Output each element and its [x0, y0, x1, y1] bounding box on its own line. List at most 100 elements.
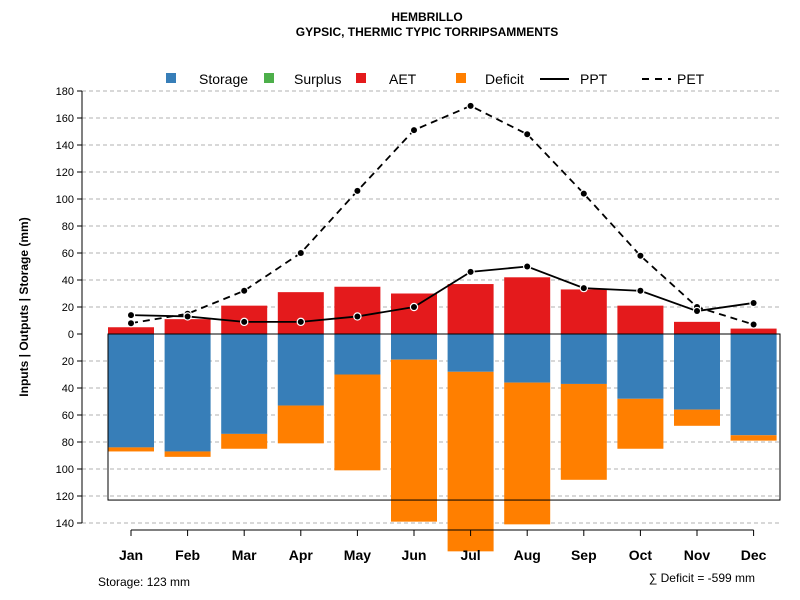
ppt-point: [750, 299, 757, 306]
bar-aet-sep: [560, 289, 607, 334]
lines: [126, 101, 758, 329]
pet-point: [750, 321, 757, 328]
y-tick-label: 80: [62, 437, 74, 449]
ppt-point: [524, 263, 531, 270]
y-tick-label: 40: [62, 383, 74, 395]
chart-subtitle: GYPSIC, THERMIC TYPIC TORRIPSAMMENTS: [296, 25, 558, 39]
y-tick-label: 20: [62, 302, 74, 314]
ppt-point: [128, 312, 134, 319]
ppt-point: [694, 308, 700, 315]
ppt-point: [580, 285, 587, 292]
bar-storage-jul: [447, 334, 494, 372]
month-label-sep: Sep: [571, 547, 597, 563]
month-label-feb: Feb: [175, 547, 200, 563]
y-tick-label: 60: [62, 248, 74, 260]
pet-point: [467, 102, 474, 109]
pet-point: [128, 320, 134, 327]
month-label-apr: Apr: [289, 547, 314, 563]
legend-swatch-aet: [356, 73, 366, 83]
bar-deficit-may: [334, 374, 381, 471]
month-label-dec: Dec: [741, 547, 767, 563]
storage-capacity-box: [107, 333, 781, 501]
y-tick-label: 40: [62, 275, 74, 287]
pet-point: [637, 252, 644, 259]
y-tick-label: 100: [56, 464, 74, 476]
pet-point: [354, 187, 361, 194]
bar-deficit-jun: [391, 359, 437, 522]
bar-aet-jul: [447, 284, 494, 334]
month-label-jun: Jun: [402, 547, 427, 563]
legend-label-pet: PET: [677, 71, 705, 87]
bar-storage-aug: [504, 334, 551, 383]
legend-label-aet: AET: [389, 71, 417, 87]
bar-storage-sep: [560, 334, 607, 384]
bar-aet-aug: [504, 277, 551, 334]
bar-storage-nov: [674, 334, 720, 410]
legend-swatch-deficit: [456, 73, 466, 83]
month-label-jan: Jan: [119, 547, 143, 563]
bar-deficit-apr: [277, 405, 324, 444]
bar-aet-jun: [391, 293, 437, 334]
bar-aet-may: [334, 286, 381, 334]
deficit-footnote: ∑ Deficit = -599 mm: [649, 571, 755, 585]
bar-deficit-oct: [617, 398, 664, 449]
y-tick-label: 0: [68, 329, 74, 341]
pet-line: [130, 104, 754, 326]
ppt-point: [297, 318, 304, 325]
legend-label-ppt: PPT: [580, 71, 608, 87]
bar-aet-jan: [108, 327, 154, 334]
pet-point: [411, 127, 417, 134]
y-tick-label: 80: [62, 221, 74, 233]
gridlines: [82, 90, 780, 524]
month-label-oct: Oct: [629, 547, 653, 563]
month-label-mar: Mar: [232, 547, 257, 563]
chart-title: HEMBRILLO: [391, 10, 462, 24]
bar-aet-dec: [730, 328, 777, 334]
ppt-point: [467, 268, 474, 275]
pet-point: [524, 131, 531, 138]
ppt-point: [241, 318, 248, 325]
bar-storage-jun: [391, 334, 437, 360]
y-tick-label: 140: [56, 140, 74, 152]
bar-deficit-feb: [164, 451, 211, 457]
bar-aet-oct: [617, 305, 664, 334]
y-tick-label: 120: [56, 491, 74, 503]
y-tick-label: 160: [56, 113, 74, 125]
month-label-jul: Jul: [460, 547, 480, 563]
pet-point: [297, 250, 304, 256]
y-tick-label: 140: [56, 518, 74, 530]
y-tick-label: 100: [56, 194, 74, 206]
y-tick-label: 60: [62, 410, 74, 422]
pet-point: [580, 190, 587, 197]
bar-deficit-jan: [108, 447, 154, 452]
month-label-aug: Aug: [514, 547, 541, 563]
bars: [107, 277, 781, 552]
month-label-may: May: [344, 547, 371, 563]
bar-deficit-mar: [221, 433, 268, 449]
ppt-point: [637, 287, 644, 294]
pet-point: [241, 287, 248, 294]
bar-deficit-dec: [730, 435, 777, 441]
legend-label-deficit: Deficit: [485, 71, 524, 87]
bar-storage-dec: [730, 334, 777, 436]
legend-swatch-surplus: [264, 73, 274, 83]
legend-label-storage: Storage: [199, 71, 248, 87]
bar-deficit-aug: [504, 382, 551, 525]
y-axis-label: Inputs | Outputs | Storage (mm): [17, 217, 31, 396]
bar-deficit-jul: [447, 371, 494, 552]
bar-deficit-nov: [674, 409, 720, 426]
legend-label-surplus: Surplus: [294, 71, 341, 87]
ppt-line: [130, 265, 754, 323]
legend: Storage Surplus AET Deficit PPT PET: [166, 71, 705, 87]
bar-storage-may: [334, 334, 381, 375]
bar-aet-apr: [277, 292, 324, 334]
bar-storage-mar: [221, 334, 268, 434]
y-tick-label: 180: [56, 86, 74, 98]
bar-aet-nov: [674, 321, 720, 334]
month-label-nov: Nov: [684, 547, 711, 563]
storage-footnote: Storage: 123 mm: [98, 575, 190, 589]
bar-storage-oct: [617, 334, 664, 399]
bar-deficit-sep: [560, 383, 607, 480]
bar-storage-apr: [277, 334, 324, 406]
